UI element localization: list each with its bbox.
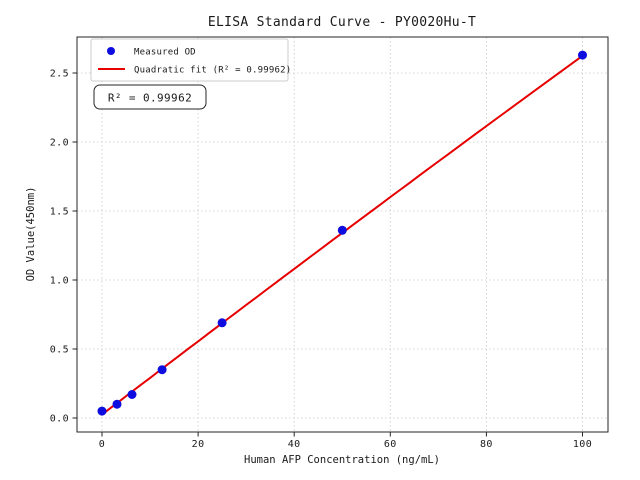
x-tick-label: 0 xyxy=(99,439,105,450)
y-axis-label: OD Value(450nm) xyxy=(25,187,37,282)
x-tick-label: 80 xyxy=(480,439,493,450)
legend-label-quadratic-fit: Quadratic fit (R² = 0.99962) xyxy=(134,66,291,76)
r-squared-annotation: R² = 0.99962 xyxy=(93,84,207,110)
data-point xyxy=(112,399,122,409)
legend: Measured OD Quadratic fit (R² = 0.99962) xyxy=(90,38,291,82)
axes-spines xyxy=(76,36,609,433)
x-axis-label: Human AFP Concentration (ng/mL) xyxy=(244,454,440,466)
x-tick-label: 100 xyxy=(573,439,592,450)
data-point xyxy=(578,50,587,60)
legend-marker-measured-od-icon xyxy=(107,47,115,55)
data-point xyxy=(97,406,107,416)
annotation-text: R² = 0.99962 xyxy=(108,92,192,105)
legend-label-measured-od: Measured OD xyxy=(134,48,196,58)
measured-od-points xyxy=(97,50,587,416)
x-tick-label: 20 xyxy=(192,439,205,450)
axis-tick-labels: 0 20 40 60 80 100 0.0 0.5 1.0 1.5 2.0 2.5 xyxy=(50,69,592,451)
y-tick-label: 1.5 xyxy=(50,207,69,218)
x-tick-label: 60 xyxy=(384,439,397,450)
gridlines xyxy=(77,37,608,432)
y-tick-label: 0.5 xyxy=(50,345,69,356)
y-tick-label: 1.0 xyxy=(50,276,69,287)
x-tick-label: 40 xyxy=(288,439,301,450)
y-tick-label: 0.0 xyxy=(50,414,69,425)
axis-ticks xyxy=(72,72,583,437)
data-point xyxy=(337,225,347,235)
chart-title: ELISA Standard Curve - PY0020Hu-T xyxy=(208,15,476,30)
y-tick-label: 2.0 xyxy=(50,138,69,149)
y-tick-label: 2.5 xyxy=(50,69,69,80)
data-point xyxy=(127,390,137,399)
legend-box xyxy=(90,38,289,82)
data-point xyxy=(217,318,227,328)
data-point xyxy=(157,365,167,375)
annotation-box xyxy=(93,84,207,110)
